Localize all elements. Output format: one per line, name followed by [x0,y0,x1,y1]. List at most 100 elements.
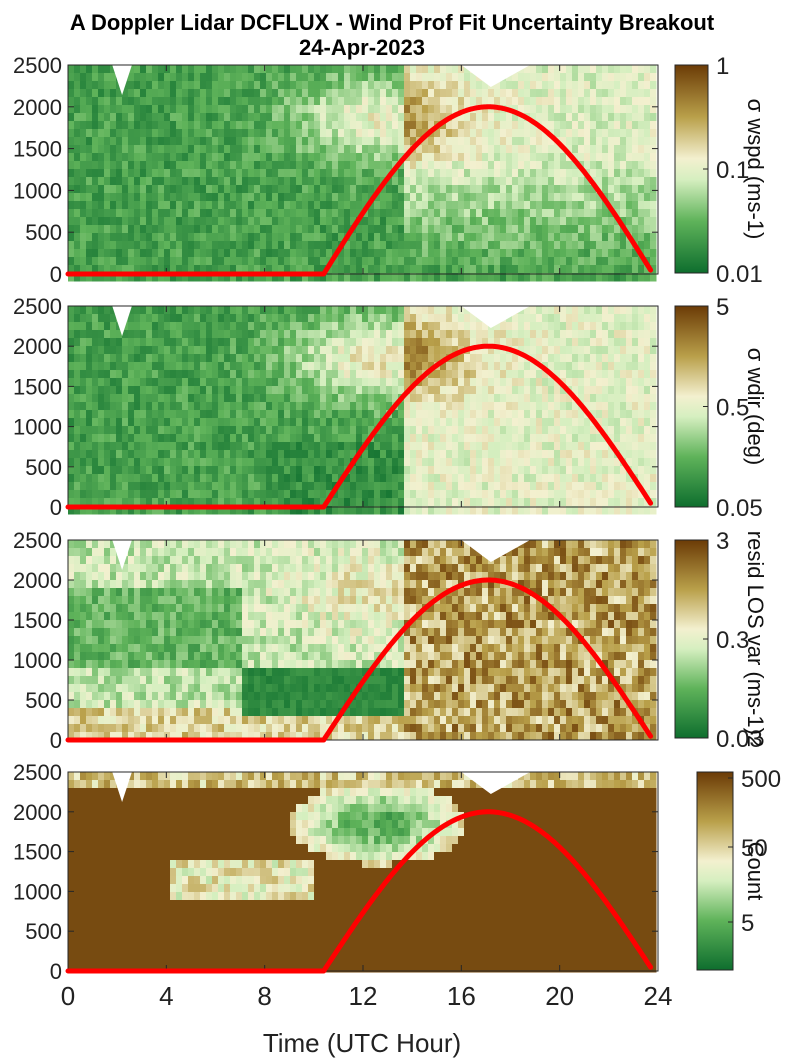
heatmap-cell [278,410,285,419]
heatmap-cell [494,362,501,371]
heatmap-cell [644,177,651,186]
heatmap-cell [650,257,657,266]
heatmap-cell [548,97,555,106]
heatmap-cell [224,137,231,146]
heatmap-cell [134,450,141,459]
heatmap-cell [278,306,285,315]
heatmap-cell [560,386,567,395]
heatmap-cell [182,338,189,347]
heatmap-cell [338,217,345,226]
heatmap-cell [548,434,555,443]
heatmap-cell [524,65,531,74]
heatmap-cell [362,113,369,122]
heatmap-cell [542,434,549,443]
heatmap-cell [356,426,363,435]
heatmap-cell [530,450,537,459]
heatmap-cell [596,129,603,138]
heatmap-cell [116,354,123,363]
heatmap-cell [212,121,219,130]
heatmap-cell [248,177,255,186]
heatmap-cell [242,498,249,507]
heatmap-cell [104,209,111,218]
heatmap-cell [320,386,327,395]
heatmap-cell [182,306,189,315]
heatmap-cell [110,105,117,114]
heatmap-cell [308,450,315,459]
heatmap-cell [176,129,183,138]
heatmap-cell [236,426,243,435]
heatmap-cell [188,394,195,403]
heatmap-cell [344,322,351,331]
heatmap-cell [566,217,573,226]
heatmap-cell [74,97,81,106]
heatmap-cell [242,209,249,218]
heatmap-cell [512,233,519,242]
heatmap-cell [74,338,81,347]
heatmap-cell [530,410,537,419]
heatmap-cell [182,145,189,154]
heatmap-cell [404,225,411,234]
heatmap-cell [560,129,567,138]
heatmap-cell [638,169,645,178]
heatmap-cell [176,89,183,98]
heatmap-cell [482,466,489,475]
heatmap-cell [218,217,225,226]
heatmap-cell [254,474,261,483]
heatmap-cell [134,105,141,114]
heatmap-cell [80,273,87,282]
heatmap-cell [122,498,129,507]
heatmap-cell [188,233,195,242]
heatmap-cell [86,378,93,387]
heatmap-cell [284,153,291,162]
heatmap-cell [446,177,453,186]
heatmap-cell [134,306,141,315]
heatmap-cell [98,338,105,347]
heatmap-cell [278,442,285,451]
heatmap-cell [380,129,387,138]
heatmap-cell [236,241,243,250]
heatmap-cell [110,442,117,451]
heatmap-cell [368,418,375,427]
heatmap-cell [506,434,513,443]
heatmap-cell [284,209,291,218]
heatmap-cell [140,233,147,242]
heatmap-cell [128,346,135,355]
heatmap-cell [446,378,453,387]
heatmap-cell [350,322,357,331]
heatmap-cell [254,185,261,194]
heatmap-cell [314,458,321,467]
heatmap-cell [236,402,243,411]
heatmap-cell [518,434,525,443]
heatmap-cell [512,338,519,347]
heatmap-cell [248,113,255,122]
heatmap-cell [380,201,387,210]
heatmap-cell [374,233,381,242]
heatmap-cell [122,426,129,435]
heatmap-cell [356,338,363,347]
heatmap-cell [386,137,393,146]
heatmap-cell [404,418,411,427]
heatmap-cell [116,418,123,427]
heatmap-cell [194,105,201,114]
heatmap-cell [152,474,159,483]
heatmap-cell [140,177,147,186]
heatmap-cell [218,474,225,483]
heatmap-cell [458,105,465,114]
heatmap-cell [164,394,171,403]
heatmap-cell [440,346,447,355]
heatmap-cell [332,233,339,242]
heatmap-cell [104,81,111,90]
heatmap-cell [560,81,567,90]
heatmap-cell [578,434,585,443]
heatmap-cell [482,89,489,98]
heatmap-cell [92,65,99,74]
heatmap-cell [164,378,171,387]
heatmap-cell [284,386,291,395]
heatmap-cell [446,225,453,234]
heatmap-cell [182,386,189,395]
heatmap-cell [506,498,513,507]
heatmap-cell [470,225,477,234]
heatmap-cell [512,370,519,379]
heatmap-cell [80,249,87,258]
heatmap-cell [380,466,387,475]
